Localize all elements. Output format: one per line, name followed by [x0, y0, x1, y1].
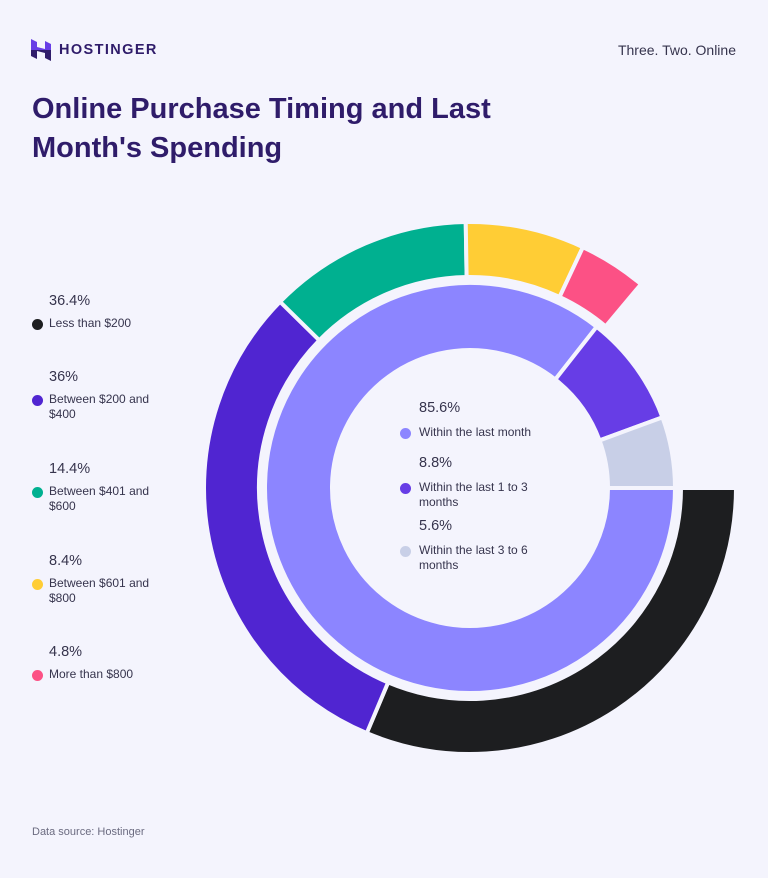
legend-percent: 36% [49, 369, 79, 385]
legend-percent: 8.8% [419, 455, 453, 471]
page-title: Online Purchase Timing and Last Month's … [32, 93, 491, 164]
legend-label: Within the last 1 to 3 months [419, 480, 528, 509]
data-source-note: Data source: Hostinger [32, 826, 145, 838]
donut-segment [202, 298, 391, 736]
tagline: Three. Two. Online [617, 42, 736, 58]
legend-label: Between $200 and $400 [49, 392, 150, 421]
legend-percent: 36.4% [49, 293, 91, 309]
donut-segment [556, 244, 644, 330]
legend-percent: 4.8% [49, 644, 83, 660]
legend-percent: 85.6% [419, 400, 461, 416]
legend-percent: 8.4% [49, 553, 83, 569]
legend-dot-icon [32, 579, 43, 590]
legend-label: Within the last 3 to 6 months [419, 543, 528, 572]
legend-label: Between $401 and $600 [49, 484, 150, 513]
brand-logo: HOSTINGER [31, 39, 158, 61]
legend-dot-icon [32, 670, 43, 681]
legend-percent: 14.4% [49, 461, 91, 477]
donut-segment [596, 414, 678, 490]
legend-percent: 5.6% [419, 518, 453, 534]
legend-label: Less than $200 [49, 316, 132, 330]
legend-label: Within the last month [419, 425, 532, 439]
legend-dot-icon [400, 483, 411, 494]
inner-ring-timing [263, 281, 678, 695]
legend-dot-icon [32, 487, 43, 498]
legend-dot-icon [400, 428, 411, 439]
brand-name: HOSTINGER [59, 42, 158, 58]
legend-dot-icon [400, 546, 411, 557]
donut-segment [263, 281, 678, 695]
outer-ring-spending [202, 220, 739, 756]
hostinger-logo-icon [31, 39, 51, 61]
legend-dot-icon [32, 319, 43, 330]
legend-label: Between $601 and $800 [49, 576, 150, 605]
legend-dot-icon [32, 395, 43, 406]
legend-label: More than $800 [49, 667, 134, 681]
